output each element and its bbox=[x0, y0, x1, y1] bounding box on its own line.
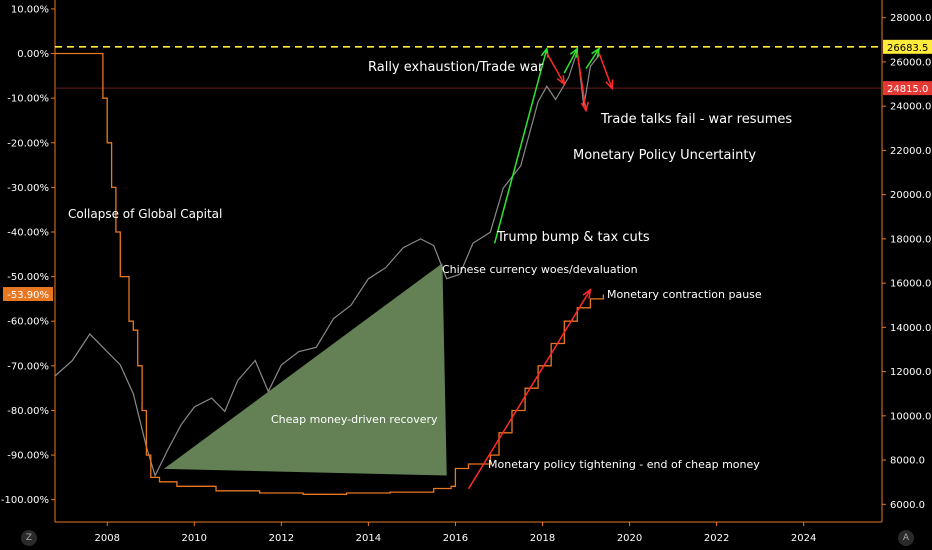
red-arrow-2-head bbox=[605, 79, 614, 91]
left-tick-label-0: 10.00% bbox=[11, 4, 49, 15]
right-tick-label-0: 28000.0 bbox=[890, 13, 931, 24]
bottom-axis: 2008 2010 2012 2014 2016 2018 2020 2022 2024 bbox=[55, 521, 882, 544]
right-label-top: 26683.5 bbox=[887, 43, 928, 54]
right-label-bottom: 24815.0 bbox=[887, 84, 928, 95]
x-tick-label-4: 2016 bbox=[443, 533, 468, 544]
reference-lines bbox=[55, 46, 882, 89]
right-tick-label-7: 14000.0 bbox=[890, 323, 931, 334]
red-arrow-2 bbox=[598, 52, 613, 89]
annotation-tightening: Monetary policy tightening - end of chea… bbox=[488, 458, 760, 471]
left-label-current: -53.90% bbox=[7, 290, 49, 301]
green-arrow-0 bbox=[493, 48, 548, 244]
red-arrow-3-head bbox=[582, 288, 592, 299]
right-tick-label-6: 16000.0 bbox=[890, 279, 931, 290]
red-arrow-0 bbox=[546, 52, 565, 85]
annotation-rally-exhaustion: Rally exhaustion/Trade war bbox=[368, 60, 544, 75]
green-arrow-1-head bbox=[569, 46, 579, 58]
x-tick-label-3: 2014 bbox=[356, 533, 381, 544]
red-arrow-3 bbox=[467, 289, 592, 490]
left-label-current-bg bbox=[3, 287, 53, 302]
series-line-1 bbox=[55, 52, 605, 495]
recovery-triangle bbox=[163, 263, 447, 476]
left-tick-label-10: -90.00% bbox=[7, 451, 49, 462]
left-axis: 10.00% 0.00% -10.00% -20.00% -30.00% -40.00% -… bbox=[1, 0, 56, 522]
left-tick-label-11: -100.00% bbox=[1, 495, 49, 506]
right-tick-label-1: 26000.0 bbox=[890, 57, 931, 68]
right-tick-label-5: 18000.0 bbox=[890, 234, 931, 245]
annotation-monetary-uncertainty: Monetary Policy Uncertainty bbox=[573, 148, 757, 163]
series-lines bbox=[54, 50, 605, 495]
x-tick-label-7: 2022 bbox=[704, 533, 729, 544]
right-tick-label-2: 24000.0 bbox=[890, 102, 931, 113]
right-label-bottom-bg bbox=[883, 81, 932, 96]
right-tick-label-8: 12000.0 bbox=[890, 367, 931, 378]
left-tick-label-6: -50.00% bbox=[7, 272, 49, 283]
corner-logo-left[interactable]: Z bbox=[21, 530, 37, 546]
x-tick-label-0: 2008 bbox=[95, 533, 120, 544]
annotation-contraction-pause: Monetary contraction pause bbox=[607, 288, 762, 301]
green-arrow-2 bbox=[585, 48, 600, 69]
annotation-trump-bump: Trump bump & tax cuts bbox=[497, 230, 650, 245]
annotation-cheap-money: Cheap money-driven recovery bbox=[271, 413, 438, 426]
green-arrow-2-head bbox=[591, 47, 601, 58]
right-tick-label-9: 10000.0 bbox=[890, 411, 931, 422]
arrows bbox=[467, 46, 614, 490]
axis-value-labels: 26683.5 24815.0 -53.90% bbox=[3, 39, 932, 302]
right-axis: 28000.0 26000.0 24000.0 22000.0 20000.0 18000… bbox=[881, 0, 931, 522]
x-tick-label-5: 2018 bbox=[530, 533, 555, 544]
annotation-collapse: Collapse of Global Capital bbox=[68, 207, 223, 221]
x-tick-label-1: 2010 bbox=[182, 533, 207, 544]
annotation-trade-talks-fail: Trade talks fail - war resumes bbox=[601, 112, 793, 127]
right-tick-label-3: 22000.0 bbox=[890, 146, 931, 157]
recovery-triangle-shape bbox=[163, 263, 447, 476]
right-label-top-bg bbox=[883, 39, 932, 54]
left-tick-label-2: -10.00% bbox=[7, 94, 49, 105]
red-arrow-1 bbox=[576, 52, 587, 111]
red-arrow-1-head bbox=[580, 101, 589, 113]
right-tick-label-11: 6000.0 bbox=[890, 500, 925, 511]
left-tick-label-9: -80.00% bbox=[7, 406, 49, 417]
left-tick-label-1: 0.00% bbox=[17, 49, 49, 60]
left-tick-label-4: -30.00% bbox=[7, 183, 49, 194]
left-tick-label-5: -40.00% bbox=[7, 228, 49, 239]
x-tick-label-6: 2020 bbox=[617, 533, 642, 544]
left-tick-label-7: -60.00% bbox=[7, 317, 49, 328]
x-tick-label-8: 2024 bbox=[791, 533, 816, 544]
right-tick-label-4: 20000.0 bbox=[890, 190, 931, 201]
red-arrow-0-head bbox=[556, 75, 566, 86]
annotation-chinese-currency: Chinese currency woes/devaluation bbox=[442, 263, 638, 276]
left-tick-label-3: -20.00% bbox=[7, 138, 49, 149]
x-tick-label-2: 2012 bbox=[269, 533, 294, 544]
left-tick-label-8: -70.00% bbox=[7, 361, 49, 372]
corner-auto-button[interactable]: A bbox=[898, 530, 914, 546]
green-arrow-1 bbox=[563, 48, 578, 74]
right-tick-label-10: 8000.0 bbox=[890, 456, 925, 467]
